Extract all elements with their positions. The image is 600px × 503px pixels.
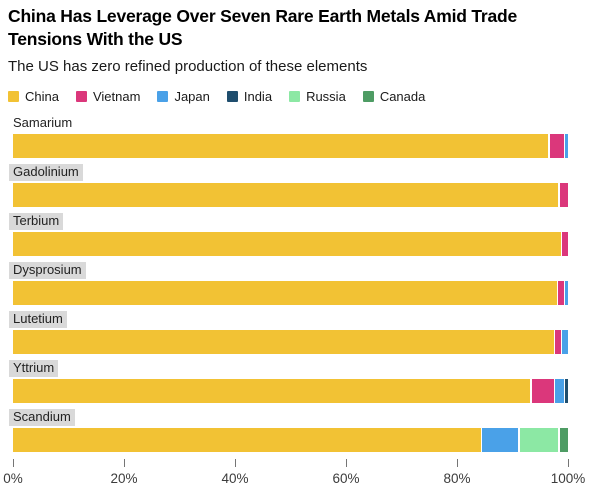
tick-label: 100% bbox=[550, 470, 586, 486]
legend-swatch-icon bbox=[157, 91, 169, 103]
chart: Samarium Gadolinium Terbium Dysprosium Lutet… bbox=[9, 114, 568, 452]
category-label: Dysprosium bbox=[9, 262, 86, 279]
legend-swatch-icon bbox=[75, 91, 87, 103]
legend-label: Canada bbox=[379, 89, 426, 105]
tick-mark bbox=[234, 458, 236, 467]
bar-segment-china bbox=[13, 134, 549, 159]
bar-segment-japan bbox=[565, 134, 568, 159]
legend-item-india: India bbox=[226, 89, 273, 105]
category-label: Samarium bbox=[13, 115, 73, 131]
bar-row: Yttrium bbox=[9, 359, 568, 403]
bar-segment-vietnam bbox=[562, 232, 568, 256]
legend-item-vietnam: Vietnam bbox=[75, 89, 141, 105]
stacked-bar bbox=[13, 280, 568, 305]
legend-label: Japan bbox=[174, 89, 210, 105]
bar-segment-china bbox=[13, 329, 554, 354]
bar-row: Lutetium bbox=[9, 310, 568, 354]
bar-row: Dysprosium bbox=[9, 261, 568, 305]
legend-label: China bbox=[25, 89, 59, 105]
stacked-bar bbox=[13, 329, 568, 354]
bar-segment-japan bbox=[562, 329, 568, 354]
chart-subtitle: The US has zero refined production of th… bbox=[8, 58, 368, 76]
bar-segment-canada bbox=[559, 427, 568, 452]
bar-row: Terbium bbox=[9, 212, 568, 256]
legend-swatch-icon bbox=[289, 91, 301, 103]
bar-segment-vietnam bbox=[555, 329, 561, 354]
stacked-bar bbox=[13, 378, 568, 403]
category-label: Yttrium bbox=[9, 359, 59, 377]
bar-segment-japan bbox=[555, 378, 564, 403]
chart-title: China Has Leverage Over Seven Rare Earth… bbox=[8, 6, 518, 50]
bar-segment-japan bbox=[565, 280, 568, 305]
legend-label: India bbox=[243, 89, 273, 105]
tick-label: 80% bbox=[443, 470, 471, 486]
bar-segment-china bbox=[13, 232, 561, 256]
stacked-bar bbox=[13, 134, 568, 159]
bar-row: Scandium bbox=[9, 408, 568, 452]
category-label: Lutetium bbox=[9, 310, 67, 328]
tick-label: 60% bbox=[332, 470, 360, 486]
bar-row: Samarium bbox=[13, 114, 568, 159]
bar-segment-china bbox=[13, 280, 557, 305]
x-axis: 0% 20% 40% 60% 80% 100% bbox=[3, 458, 585, 495]
tick-mark bbox=[345, 458, 347, 467]
bar-segment-vietnam bbox=[531, 378, 554, 403]
legend-item-china: China bbox=[8, 89, 59, 104]
category-label: Scandium bbox=[9, 408, 75, 426]
legend-swatch-icon bbox=[8, 91, 19, 103]
legend-item-japan: Japan bbox=[157, 89, 210, 105]
legend-label: Russia bbox=[306, 89, 346, 105]
tick-label: 20% bbox=[110, 470, 138, 486]
legend: China Vietnam Japan India Russia Canada bbox=[8, 89, 592, 104]
bar-segment-russia bbox=[519, 427, 559, 452]
legend-item-russia: Russia bbox=[289, 89, 346, 104]
bar-segment-china bbox=[13, 427, 481, 452]
stacked-bar bbox=[13, 183, 568, 208]
bar-segment-china bbox=[13, 378, 531, 403]
bar-row: Gadolinium bbox=[9, 163, 568, 208]
bar-segment-vietnam bbox=[559, 183, 568, 208]
tick-label: 0% bbox=[3, 470, 23, 486]
bar-segment-japan bbox=[482, 427, 519, 452]
legend-swatch-icon bbox=[226, 91, 238, 103]
tick-label: 40% bbox=[221, 470, 249, 486]
category-label: Gadolinium bbox=[9, 164, 83, 182]
stacked-bar bbox=[13, 427, 568, 452]
bar-segment-vietnam bbox=[549, 134, 564, 159]
bar-segment-china bbox=[13, 183, 559, 208]
stacked-bar bbox=[13, 232, 568, 256]
legend-swatch-icon bbox=[362, 91, 374, 103]
category-label: Terbium bbox=[9, 213, 64, 230]
legend-item-canada: Canada bbox=[362, 89, 426, 105]
tick-mark bbox=[567, 458, 569, 467]
legend-label: Vietnam bbox=[92, 89, 141, 105]
bar-segment-vietnam bbox=[558, 280, 564, 305]
bar-segment-india bbox=[565, 378, 568, 403]
tick-mark bbox=[456, 458, 458, 467]
tick-mark bbox=[12, 458, 14, 467]
tick-mark bbox=[123, 458, 125, 467]
